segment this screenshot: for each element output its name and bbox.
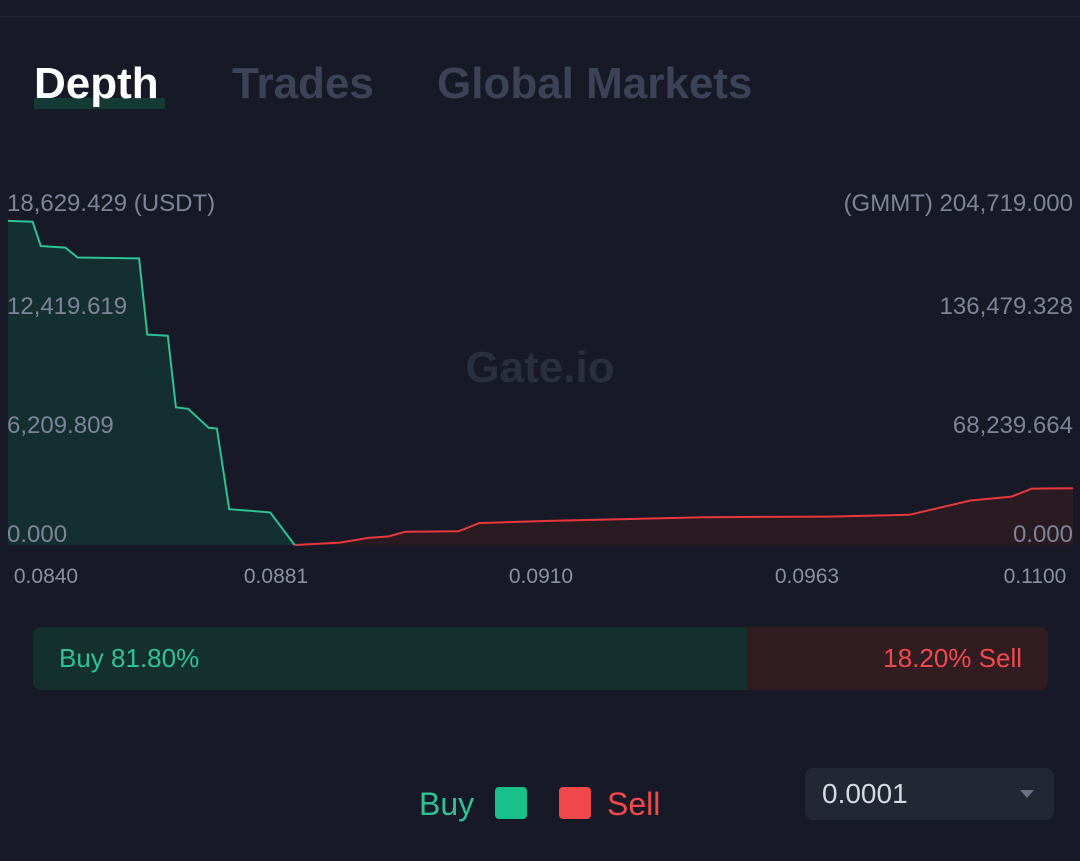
tab-depth-label: Depth (34, 59, 159, 108)
buy-ratio-fill (33, 627, 748, 690)
right-axis-tick-label: (GMMT) 204,719.000 (844, 190, 1073, 217)
tab-trades[interactable]: Trades (232, 56, 374, 112)
left-axis-tick-label: 18,629.429 (USDT) (7, 190, 215, 217)
right-axis-tick-label: 136,479.328 (940, 293, 1073, 320)
x-axis-tick-label: 0.0910 (509, 565, 573, 588)
legend-buy-swatch (495, 787, 527, 819)
tab-global-markets-label: Global Markets (437, 59, 753, 108)
sell-ratio-label: 18.20% Sell (883, 643, 1022, 673)
legend-buy-label: Buy (419, 786, 475, 822)
left-axis-tick-label: 0.000 (7, 521, 67, 548)
x-axis-tick-label: 0.0840 (14, 565, 78, 588)
precision-value: 0.0001 (822, 778, 908, 809)
legend-sell-label: Sell (607, 786, 661, 822)
x-axis-tick-label: 0.0881 (244, 565, 308, 588)
buy-sell-ratio-bar: Buy 81.80% 18.20% Sell (33, 627, 1048, 690)
buy-depth-line (7, 219, 296, 546)
right-axis-tick-label: 68,239.664 (953, 412, 1073, 439)
depth-chart: Gate.io 18,629.429 (USDT) 12,419.619 6,209… (7, 190, 1074, 588)
axis-labels: 18,629.429 (USDT) 12,419.619 6,209.809 0.00… (7, 190, 1073, 588)
depth-areas (7, 219, 1074, 546)
right-axis-tick-label: 0.000 (1013, 521, 1073, 548)
left-axis-tick-label: 6,209.809 (7, 412, 114, 439)
x-axis-tick-label: 0.0963 (775, 565, 839, 588)
watermark-text: Gate.io (465, 343, 614, 392)
buy-ratio-label: Buy 81.80% (59, 643, 200, 673)
sell-depth-area (294, 488, 1073, 545)
legend-sell-swatch (559, 787, 591, 819)
x-axis-tick-label: 0.1100 (1004, 565, 1067, 588)
buy-depth-area (8, 220, 295, 545)
tab-depth[interactable]: Depth (34, 56, 165, 112)
precision-dropdown[interactable]: 0.0001 (805, 768, 1054, 820)
sell-depth-line (294, 487, 1074, 546)
top-divider (0, 16, 1080, 17)
tab-global-markets[interactable]: Global Markets (437, 56, 752, 112)
left-axis-tick-label: 12,419.619 (7, 293, 127, 320)
chevron-down-icon (1020, 790, 1034, 798)
tab-trades-label: Trades (232, 59, 374, 108)
